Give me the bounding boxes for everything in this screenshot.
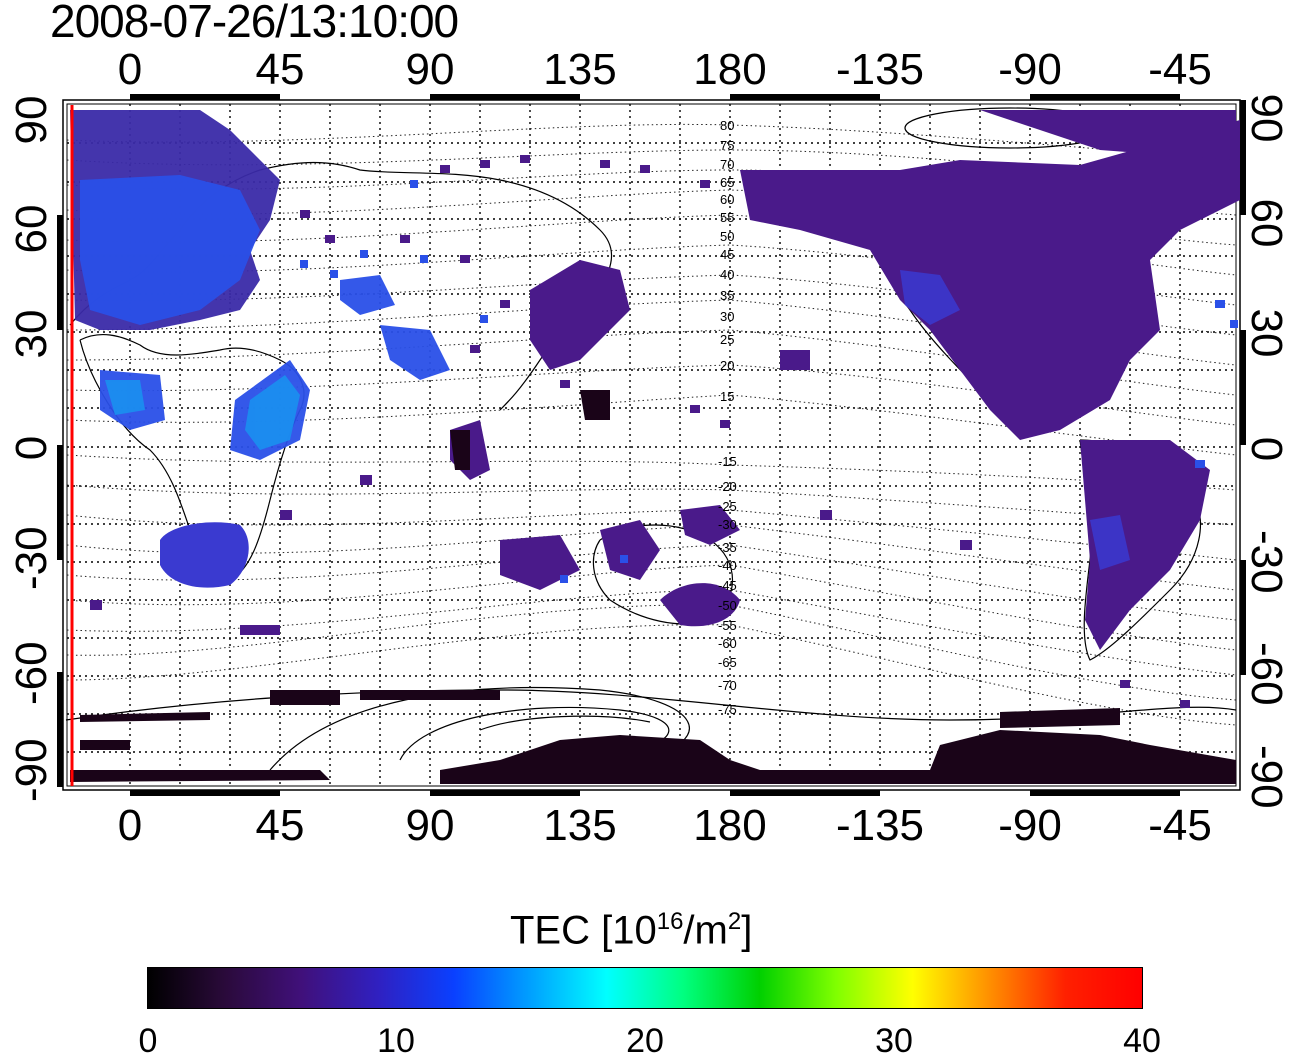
top-tick-135: 135 (543, 45, 617, 94)
contour-label: -70 (718, 678, 737, 693)
colorbar (147, 967, 1143, 1009)
frame-checker (57, 94, 1246, 796)
tec-data-south-africa (160, 522, 249, 588)
top-tick-neg135: -135 (835, 45, 925, 94)
bottom-tick-neg45: -45 (1148, 801, 1212, 850)
top-tick-45: 45 (255, 45, 305, 94)
map-inner-frame (66, 103, 1237, 787)
contour-label: 80 (720, 118, 734, 133)
contour-label: -40 (718, 558, 737, 573)
contour-label: 30 (720, 309, 734, 324)
contour-label: -15 (718, 454, 737, 469)
tec-data-scattered-blue (300, 180, 1238, 583)
top-tick-90: 90 (405, 45, 455, 94)
contour-label: -75 (718, 702, 737, 717)
tec-data-antarctic (70, 390, 1236, 784)
contour-label: -55 (718, 618, 737, 633)
tec-data-cyan (105, 375, 300, 450)
contour-label: 70 (720, 157, 734, 172)
contour-label: -50 (718, 598, 737, 613)
contour-label: 45 (720, 247, 734, 262)
colorbar-tick-20: 20 (626, 1022, 664, 1060)
contour-label: 65 (720, 175, 734, 190)
timestamp-title: 2008-07-26/13:10:00 (50, 0, 459, 47)
contour-label: -30 (718, 517, 737, 532)
contour-label: -35 (718, 540, 737, 555)
contour-label: -65 (718, 655, 737, 670)
colorbar-tick-10: 10 (377, 1022, 415, 1060)
contour-label: -25 (718, 499, 737, 514)
contour-label: -20 (718, 479, 737, 494)
contour-label: 35 (720, 288, 734, 303)
contour-label: 15 (720, 389, 734, 404)
bottom-tick-45: 45 (255, 801, 305, 850)
contour-label: -45 (718, 578, 737, 593)
contour-label: 50 (720, 229, 734, 244)
colorbar-tick-40: 40 (1123, 1022, 1161, 1060)
contour-label: 60 (720, 192, 734, 207)
contour-label: 55 (720, 210, 734, 225)
top-tick-neg90: -90 (998, 45, 1062, 94)
tec-data-scattered (90, 155, 1190, 708)
contour-label: 75 (720, 138, 734, 153)
tec-data-americas (740, 110, 1240, 650)
colorbar-tick-0: 0 (138, 1022, 158, 1060)
top-tick-180: 180 (693, 45, 767, 94)
contour-labels-north: 80 75 70 65 60 55 50 45 40 35 30 25 20 1… (720, 118, 734, 404)
bottom-tick-neg90: -90 (998, 801, 1062, 850)
tec-data-us-blue (900, 270, 1130, 570)
top-tick-neg45: -45 (1148, 45, 1212, 94)
bottom-tick-135: 135 (543, 801, 617, 850)
contour-label: 20 (720, 358, 734, 373)
colorbar-tick-30: 30 (875, 1022, 913, 1060)
bottom-tick-0: 0 (117, 801, 143, 850)
bottom-tick-neg135: -135 (835, 801, 925, 850)
bottom-tick-180: 180 (693, 801, 767, 850)
bottom-tick-90: 90 (405, 801, 455, 850)
contour-labels-south: -15 -20 -25 -30 -35 -40 -45 -50 -55 -60 … (718, 454, 737, 717)
contour-label: -60 (718, 636, 737, 651)
top-tick-0: 0 (117, 45, 143, 94)
colorbar-title: TEC [1016/m2] (510, 908, 753, 953)
contour-label: 40 (720, 267, 734, 282)
contour-label: 25 (720, 332, 734, 347)
